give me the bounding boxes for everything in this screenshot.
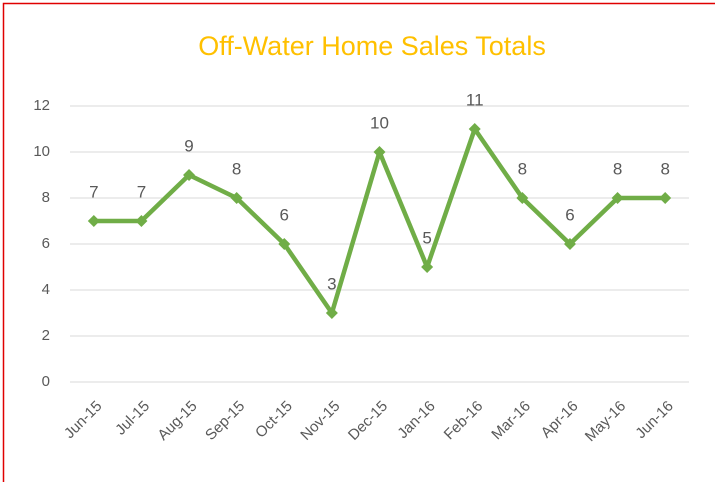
x-tick-label: Feb-16	[441, 398, 487, 444]
x-tick-label: Jan-16	[394, 398, 438, 442]
y-tick-label: 8	[42, 189, 50, 206]
marker	[87, 215, 100, 227]
x-tick-label: Aug-15	[154, 398, 200, 444]
marker	[325, 307, 338, 319]
y-tick-label: 2	[42, 327, 50, 344]
x-tick-label: May-16	[582, 398, 629, 445]
marker	[516, 192, 529, 204]
marker	[563, 238, 576, 250]
x-tick-label: Jul-15	[112, 398, 153, 439]
marker	[230, 192, 243, 204]
data-label: 7	[89, 182, 98, 201]
x-tick-label: Jun-16	[632, 398, 676, 442]
marker	[278, 238, 291, 250]
marker	[468, 123, 481, 135]
data-label: 10	[370, 113, 389, 132]
x-tick-label: Mar-16	[488, 398, 534, 444]
data-label: 6	[280, 205, 289, 224]
marker	[373, 146, 386, 158]
y-tick-label: 0	[42, 373, 50, 390]
marker	[659, 192, 672, 204]
data-label: 9	[184, 136, 193, 155]
chart-title: Off-Water Home Sales Totals	[198, 31, 546, 61]
data-label: 5	[422, 228, 431, 247]
marker	[421, 261, 434, 273]
data-label: 3	[327, 274, 336, 293]
marker	[611, 192, 624, 204]
x-tick-label: Dec-15	[345, 398, 391, 444]
data-label: 8	[613, 159, 622, 178]
data-label: 8	[660, 159, 669, 178]
data-label: 6	[565, 205, 574, 224]
data-label: 8	[518, 159, 527, 178]
data-label: 8	[232, 159, 241, 178]
x-tick-label: Sep-15	[202, 398, 248, 444]
x-tick-label: Oct-15	[252, 398, 296, 442]
data-label: 11	[466, 90, 484, 109]
y-tick-label: 4	[42, 281, 50, 298]
y-tick-label: 10	[33, 143, 50, 160]
x-tick-label: Apr-16	[538, 398, 582, 442]
marker	[183, 169, 196, 181]
x-tick-label: Jun-15	[61, 398, 105, 442]
y-tick-label: 6	[42, 235, 50, 252]
data-label: 7	[137, 182, 146, 201]
y-tick-label: 12	[33, 97, 50, 114]
x-tick-label: Nov-15	[297, 398, 343, 444]
marker	[135, 215, 148, 227]
